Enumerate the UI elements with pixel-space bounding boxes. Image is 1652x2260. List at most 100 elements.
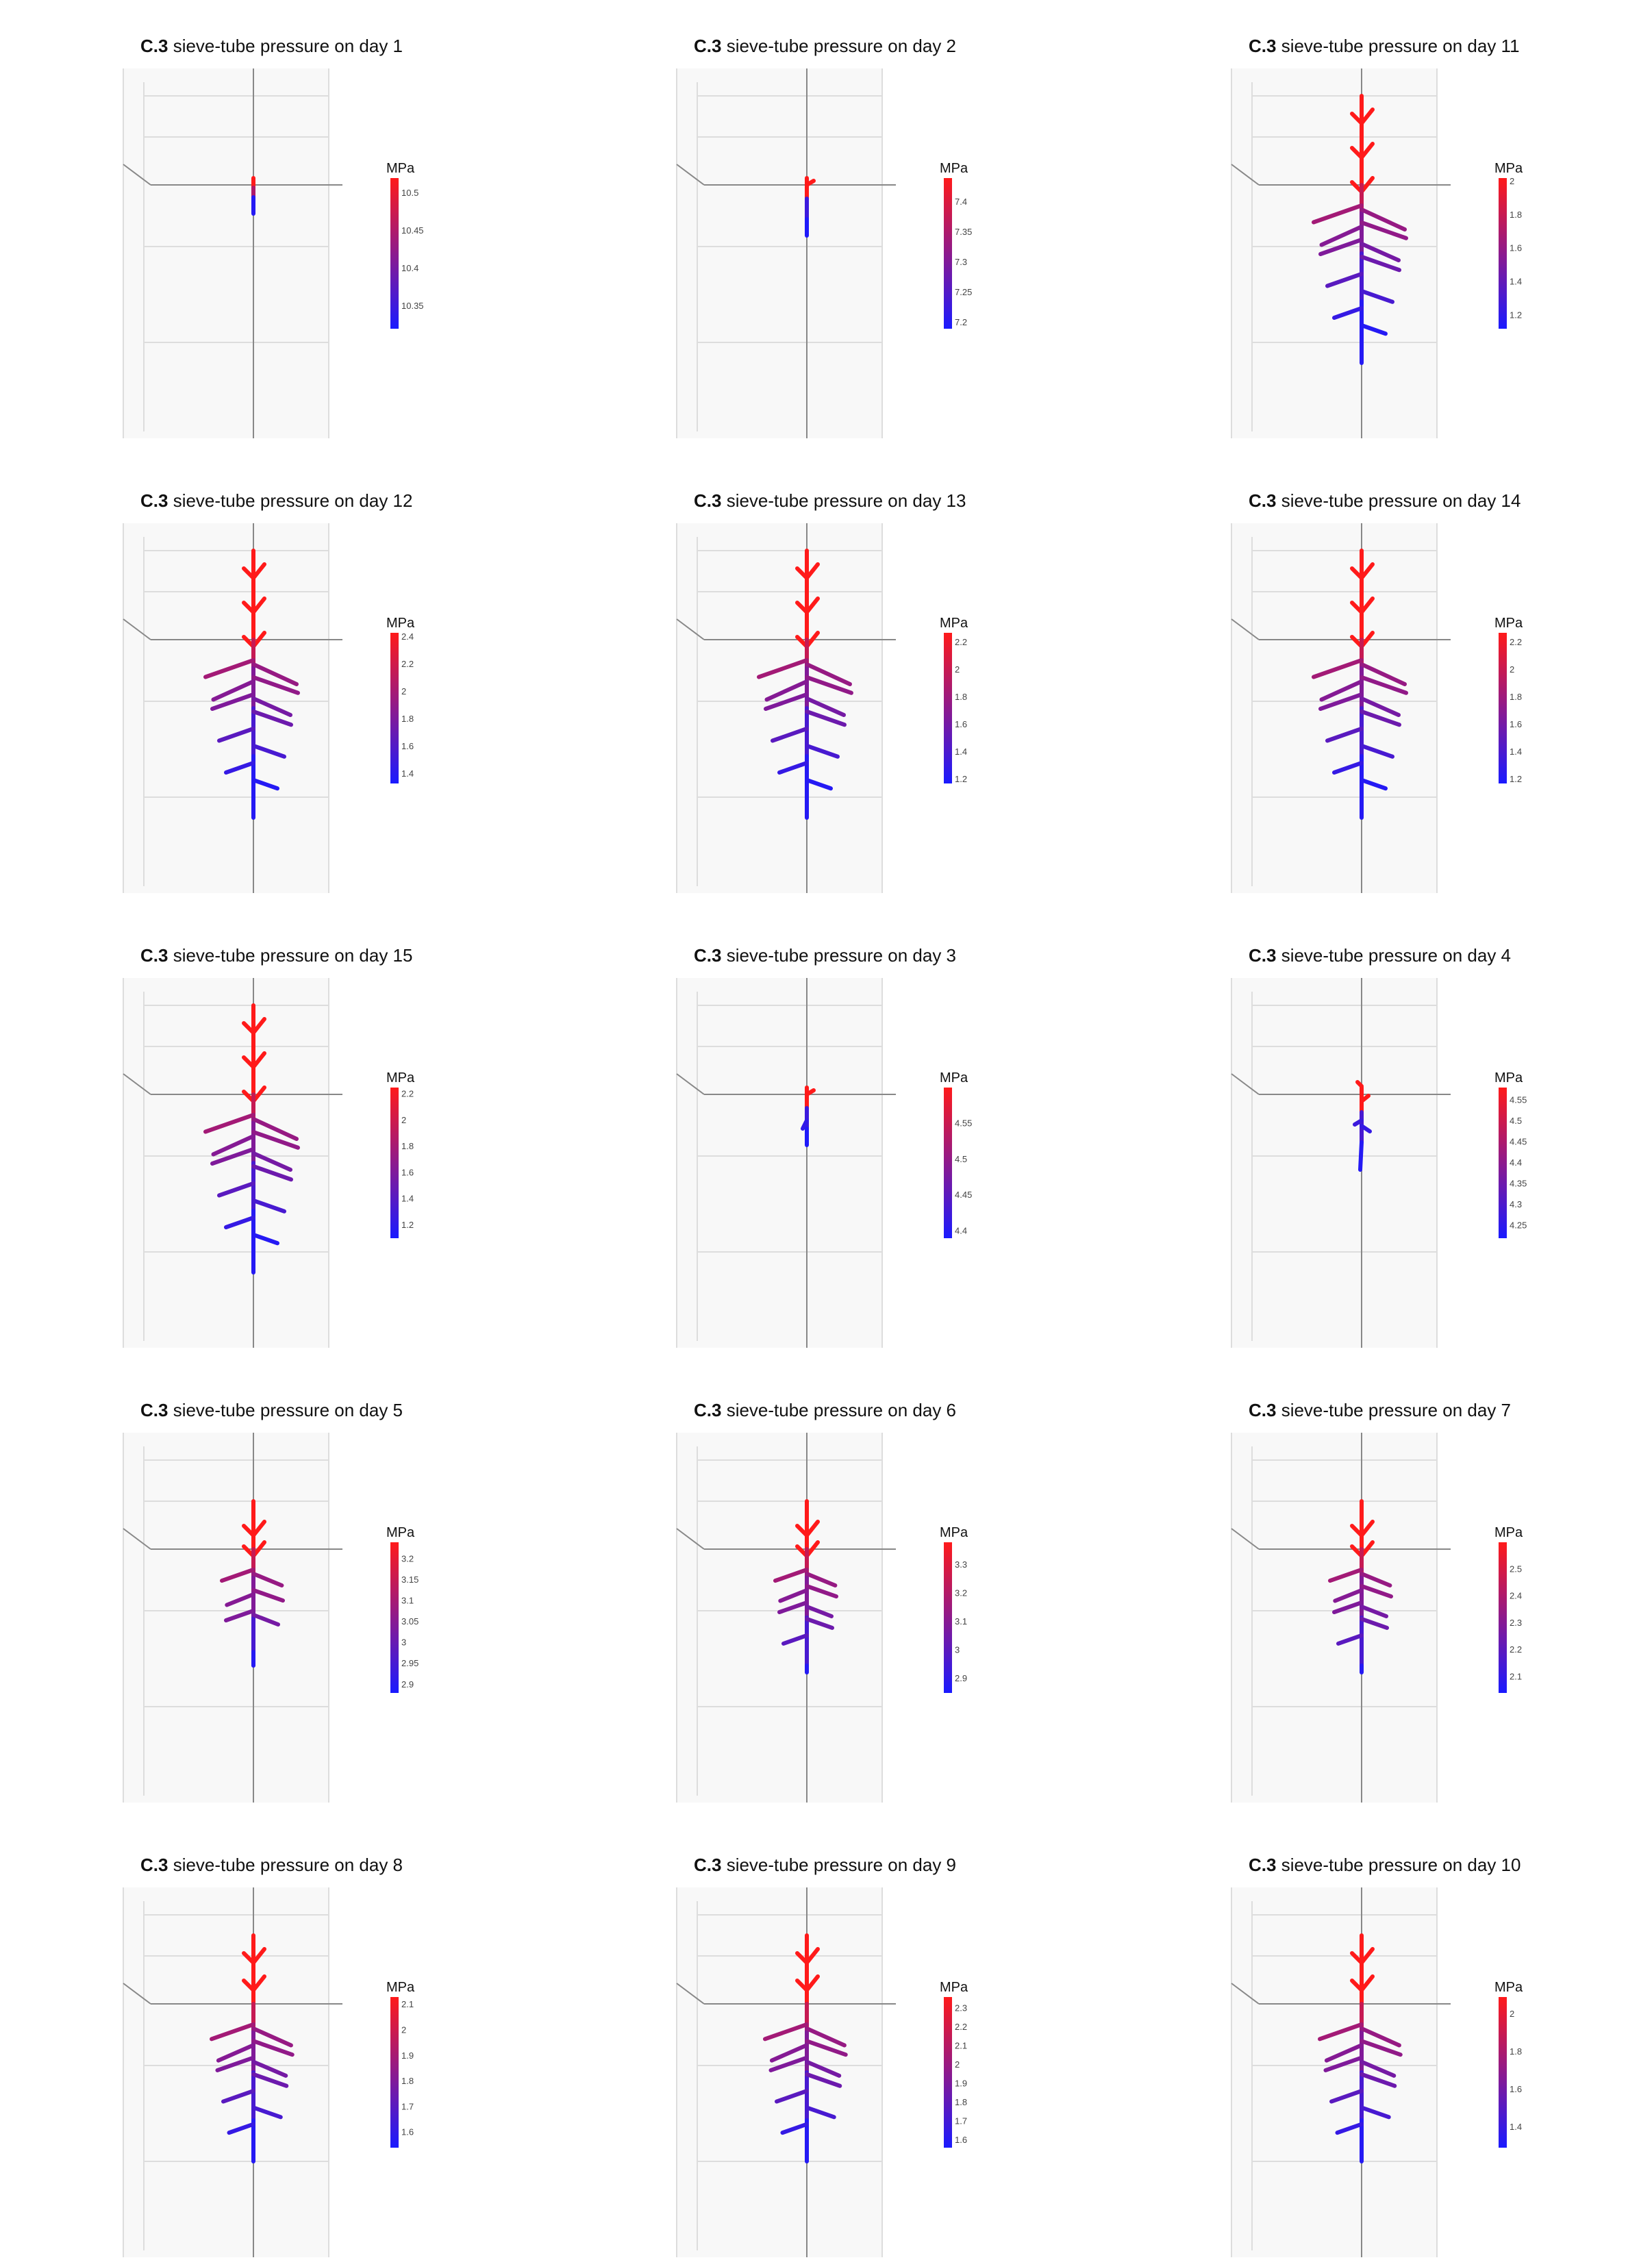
- root-segment: [251, 1520, 266, 1537]
- panel-title-text: sieve-tube pressure on day 7: [1281, 1400, 1511, 1420]
- colorbar-tick-label: 1.6: [1510, 719, 1522, 729]
- colorbar-tick-label: 1.9: [955, 2079, 967, 2089]
- colorbar: [944, 1542, 952, 1693]
- colorbar-tick-label: 10.35: [401, 301, 424, 311]
- root-segment: [1325, 727, 1364, 743]
- root-segment: [217, 1181, 255, 1198]
- root-segment: [1324, 2043, 1364, 2063]
- root-segment: [777, 1600, 809, 1614]
- root-segment: [1318, 238, 1364, 256]
- panel-title: C.3 sieve-tube pressure on day 1: [140, 36, 403, 56]
- panel-title: C.3 sieve-tube pressure on day 8: [140, 1855, 403, 1875]
- root-segment: [795, 1979, 809, 1992]
- scene-pane: [123, 1887, 329, 2257]
- panel-title: C.3 sieve-tube pressure on day 6: [694, 1400, 956, 1420]
- root-segment: [220, 1568, 255, 1583]
- root-segment: [1360, 208, 1407, 231]
- colorbar-tick-label: 3.3: [955, 1559, 967, 1570]
- scene-pane: [677, 1887, 882, 2257]
- root-segment: [1360, 142, 1375, 160]
- colorbar-tick-label: 1.8: [401, 714, 414, 724]
- colorbar-tick-label: 1.9: [401, 2050, 414, 2061]
- colorbar-tick-label: 1.6: [1510, 243, 1522, 253]
- root-segment: [1360, 1124, 1372, 1133]
- axis-line: [676, 164, 705, 186]
- colorbar: [1499, 1997, 1507, 2148]
- colorbar-tick-label: 10.45: [401, 225, 424, 236]
- axis-line: [676, 618, 705, 640]
- colorbar-tick-label: 2.3: [955, 2003, 967, 2013]
- root-segment: [251, 2039, 295, 2057]
- colorbar-title: MPa: [1494, 161, 1523, 176]
- colorbar-tick-label: 2.1: [1510, 1671, 1522, 1681]
- colorbar-tick-label: 4.4: [955, 1226, 967, 1236]
- colorbar-tick-label: 3: [401, 1637, 406, 1648]
- colorbar: [390, 1088, 399, 1238]
- root-segment: [805, 744, 840, 759]
- root-segment: [805, 2072, 842, 2088]
- colorbar-tick-label: 2: [1510, 176, 1514, 186]
- panel-title: C.3 sieve-tube pressure on day 7: [1249, 1400, 1511, 1420]
- root-segment: [1360, 597, 1375, 614]
- root-segment: [805, 675, 853, 695]
- colorbar-title: MPa: [940, 161, 968, 176]
- root-segment: [1360, 2072, 1397, 2088]
- colorbar-title: MPa: [1494, 616, 1523, 631]
- root-segment: [203, 658, 255, 679]
- colorbar-tick-label: 1.7: [955, 2116, 967, 2126]
- axis-line: [1231, 164, 1260, 186]
- root-segment: [227, 2122, 255, 2135]
- root-segment: [1360, 323, 1388, 336]
- root-segment: [1360, 221, 1408, 240]
- colorbar-tick-label: 2: [955, 2059, 960, 2070]
- colorbar-tick-label: 7.35: [955, 227, 972, 237]
- colorbar-tick-label: 1.4: [955, 746, 967, 757]
- panel-title-text: sieve-tube pressure on day 15: [173, 945, 413, 966]
- root-segment: [251, 1017, 266, 1035]
- colorbar-tick-label: 2.2: [955, 2022, 967, 2032]
- panel-title: C.3 sieve-tube pressure on day 14: [1249, 490, 1520, 511]
- root-segment: [251, 1164, 293, 1182]
- colorbar-tick-label: 1.4: [1510, 746, 1522, 757]
- root-segment: [251, 1572, 284, 1587]
- colorbar-tick-label: 4.55: [955, 1118, 972, 1128]
- root-segment: [805, 662, 852, 686]
- colorbar-tick-label: 1.8: [401, 2076, 414, 2086]
- root-segment: [1319, 225, 1364, 247]
- colorbar-tick-label: 1.2: [1510, 310, 1522, 320]
- colorbar: [944, 178, 952, 329]
- root-segment: [251, 1051, 266, 1069]
- panel-title: C.3 sieve-tube pressure on day 5: [140, 1400, 403, 1420]
- root-segment: [795, 566, 809, 580]
- root-segment: [1350, 112, 1364, 125]
- colorbar-tick-label: 3.1: [955, 1616, 967, 1627]
- colorbar-tick-label: 2.2: [955, 637, 967, 647]
- panel-title-bold: C.3: [1249, 490, 1281, 511]
- colorbar-tick-label: 7.3: [955, 257, 967, 267]
- root-segment: [1360, 1584, 1393, 1599]
- colorbar-title: MPa: [940, 1980, 968, 1995]
- root-segment: [1360, 1974, 1375, 1992]
- root-segment: [251, 1117, 299, 1141]
- colorbar-tick-label: 1.6: [401, 741, 414, 751]
- root-segment: [805, 562, 820, 580]
- scene-pane: [677, 978, 882, 1348]
- panel-title-text: sieve-tube pressure on day 3: [727, 945, 956, 966]
- panel-title-bold: C.3: [140, 36, 173, 56]
- chart-panel: C.3 sieve-tube pressure on day 15 MPa 2.2 2…: [123, 945, 415, 1348]
- root-segment: [780, 2122, 809, 2135]
- panel-title-text: sieve-tube pressure on day 13: [727, 490, 966, 511]
- axis-line: [123, 618, 151, 640]
- colorbar-tick-label: 1.8: [1510, 692, 1522, 702]
- panel-title-text: sieve-tube pressure on day 10: [1281, 1855, 1521, 1875]
- root-segment: [764, 679, 809, 702]
- colorbar-tick-label: 1.2: [401, 1220, 414, 1230]
- root-segment: [805, 710, 847, 727]
- root-segment: [242, 1951, 255, 1965]
- panel-title-bold: C.3: [694, 490, 727, 511]
- panel-title-text: sieve-tube pressure on day 2: [727, 36, 956, 56]
- colorbar-tick-label: 3.15: [401, 1574, 418, 1585]
- root-segment: [242, 601, 255, 614]
- colorbar-title: MPa: [1494, 1980, 1523, 1995]
- colorbar-tick-label: 7.4: [955, 197, 967, 207]
